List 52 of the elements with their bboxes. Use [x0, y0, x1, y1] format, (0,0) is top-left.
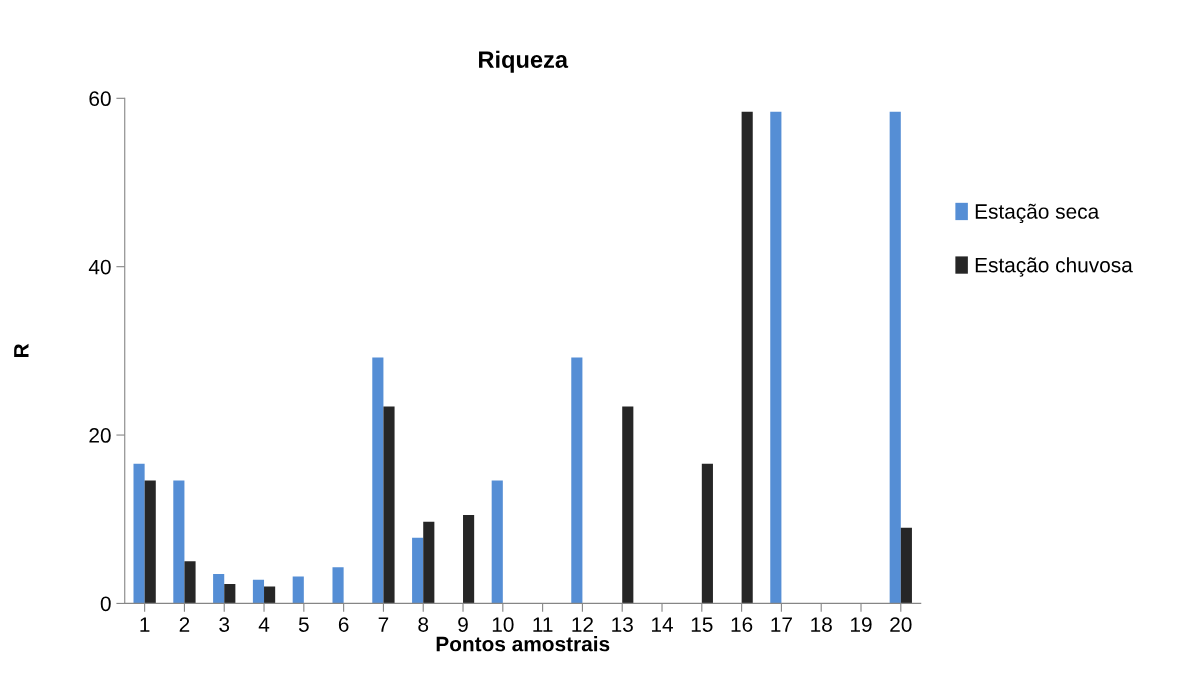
legend-label: Estação chuvosa [975, 257, 1133, 277]
y-axis-title: R [14, 343, 29, 357]
x-tick-label: 5 [298, 617, 309, 632]
bar [463, 515, 475, 604]
x-tick-label: 16 [731, 617, 753, 632]
bar [900, 527, 912, 604]
bar [701, 463, 713, 604]
x-tick-label: 2 [179, 617, 190, 632]
bar [383, 406, 395, 604]
x-tick-label: 9 [458, 617, 468, 632]
bar [622, 406, 634, 604]
bar [412, 537, 424, 604]
bar [332, 567, 344, 604]
x-tick-label: 6 [338, 617, 349, 632]
x-tick-label: 19 [851, 617, 872, 632]
y-tick-label: 20 [89, 428, 111, 443]
bar [372, 357, 384, 604]
x-tick-label: 3 [219, 617, 230, 632]
chart-title: Riqueza [479, 50, 569, 73]
bar [889, 111, 901, 604]
x-tick-label: 4 [258, 617, 270, 632]
x-tick-label: 15 [691, 617, 713, 632]
bar [224, 584, 236, 604]
bar [571, 357, 583, 604]
bar [144, 480, 156, 604]
x-tick-label: 10 [492, 617, 514, 632]
x-tick-label: 7 [378, 617, 389, 632]
bar [264, 586, 276, 604]
y-tick-label: 0 [100, 596, 111, 612]
bar [213, 573, 225, 604]
bar [252, 579, 265, 604]
bar [741, 111, 753, 604]
x-tick-label: 11 [533, 617, 553, 632]
bar [173, 480, 185, 604]
x-tick-label: 12 [572, 617, 593, 632]
x-axis-title: Pontos amostrais [436, 636, 610, 652]
x-tick-label: 13 [612, 617, 633, 632]
x-tick-label: 18 [811, 617, 832, 632]
bar [491, 480, 503, 604]
bar [184, 561, 196, 604]
bar [423, 521, 435, 604]
y-tick-label: 60 [89, 91, 111, 107]
bar [133, 463, 145, 604]
x-tick-label: 14 [652, 617, 673, 632]
y-tick-label: 40 [88, 259, 111, 275]
x-tick-label: 17 [771, 617, 792, 632]
x-tick-label: 8 [418, 617, 429, 632]
x-tick-label: 20 [890, 617, 912, 632]
x-tick-label: 1 [140, 617, 150, 632]
bar [770, 111, 782, 604]
bar [292, 576, 304, 604]
legend-label: Estação seca [975, 203, 1100, 224]
